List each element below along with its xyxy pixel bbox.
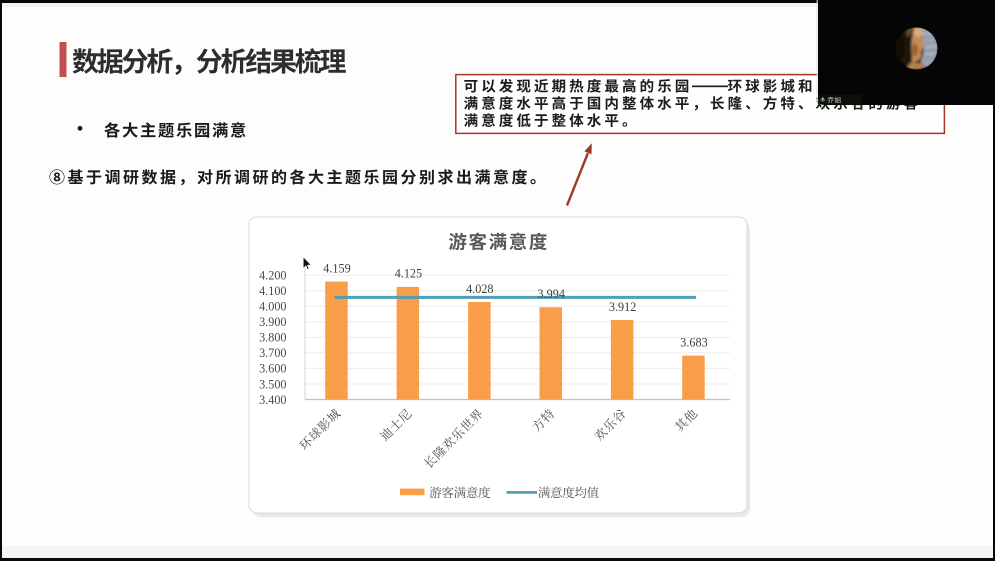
svg-text:3.994: 3.994 bbox=[537, 287, 564, 301]
svg-text:4.100: 4.100 bbox=[259, 284, 286, 298]
svg-text:3.800: 3.800 bbox=[259, 331, 286, 345]
svg-text:3.600: 3.600 bbox=[259, 362, 286, 376]
svg-text:3.500: 3.500 bbox=[259, 377, 286, 391]
svg-text:3.912: 3.912 bbox=[609, 300, 636, 314]
svg-text:4.200: 4.200 bbox=[259, 269, 286, 283]
svg-text:4.125: 4.125 bbox=[395, 267, 422, 281]
svg-text:4.000: 4.000 bbox=[259, 300, 286, 314]
svg-text:3.700: 3.700 bbox=[259, 346, 286, 360]
svg-text:3.683: 3.683 bbox=[680, 335, 707, 349]
svg-text:3.400: 3.400 bbox=[259, 393, 286, 407]
svg-text:4.159: 4.159 bbox=[323, 261, 350, 275]
svg-text:3.900: 3.900 bbox=[259, 315, 286, 329]
svg-text:4.028: 4.028 bbox=[466, 282, 493, 296]
